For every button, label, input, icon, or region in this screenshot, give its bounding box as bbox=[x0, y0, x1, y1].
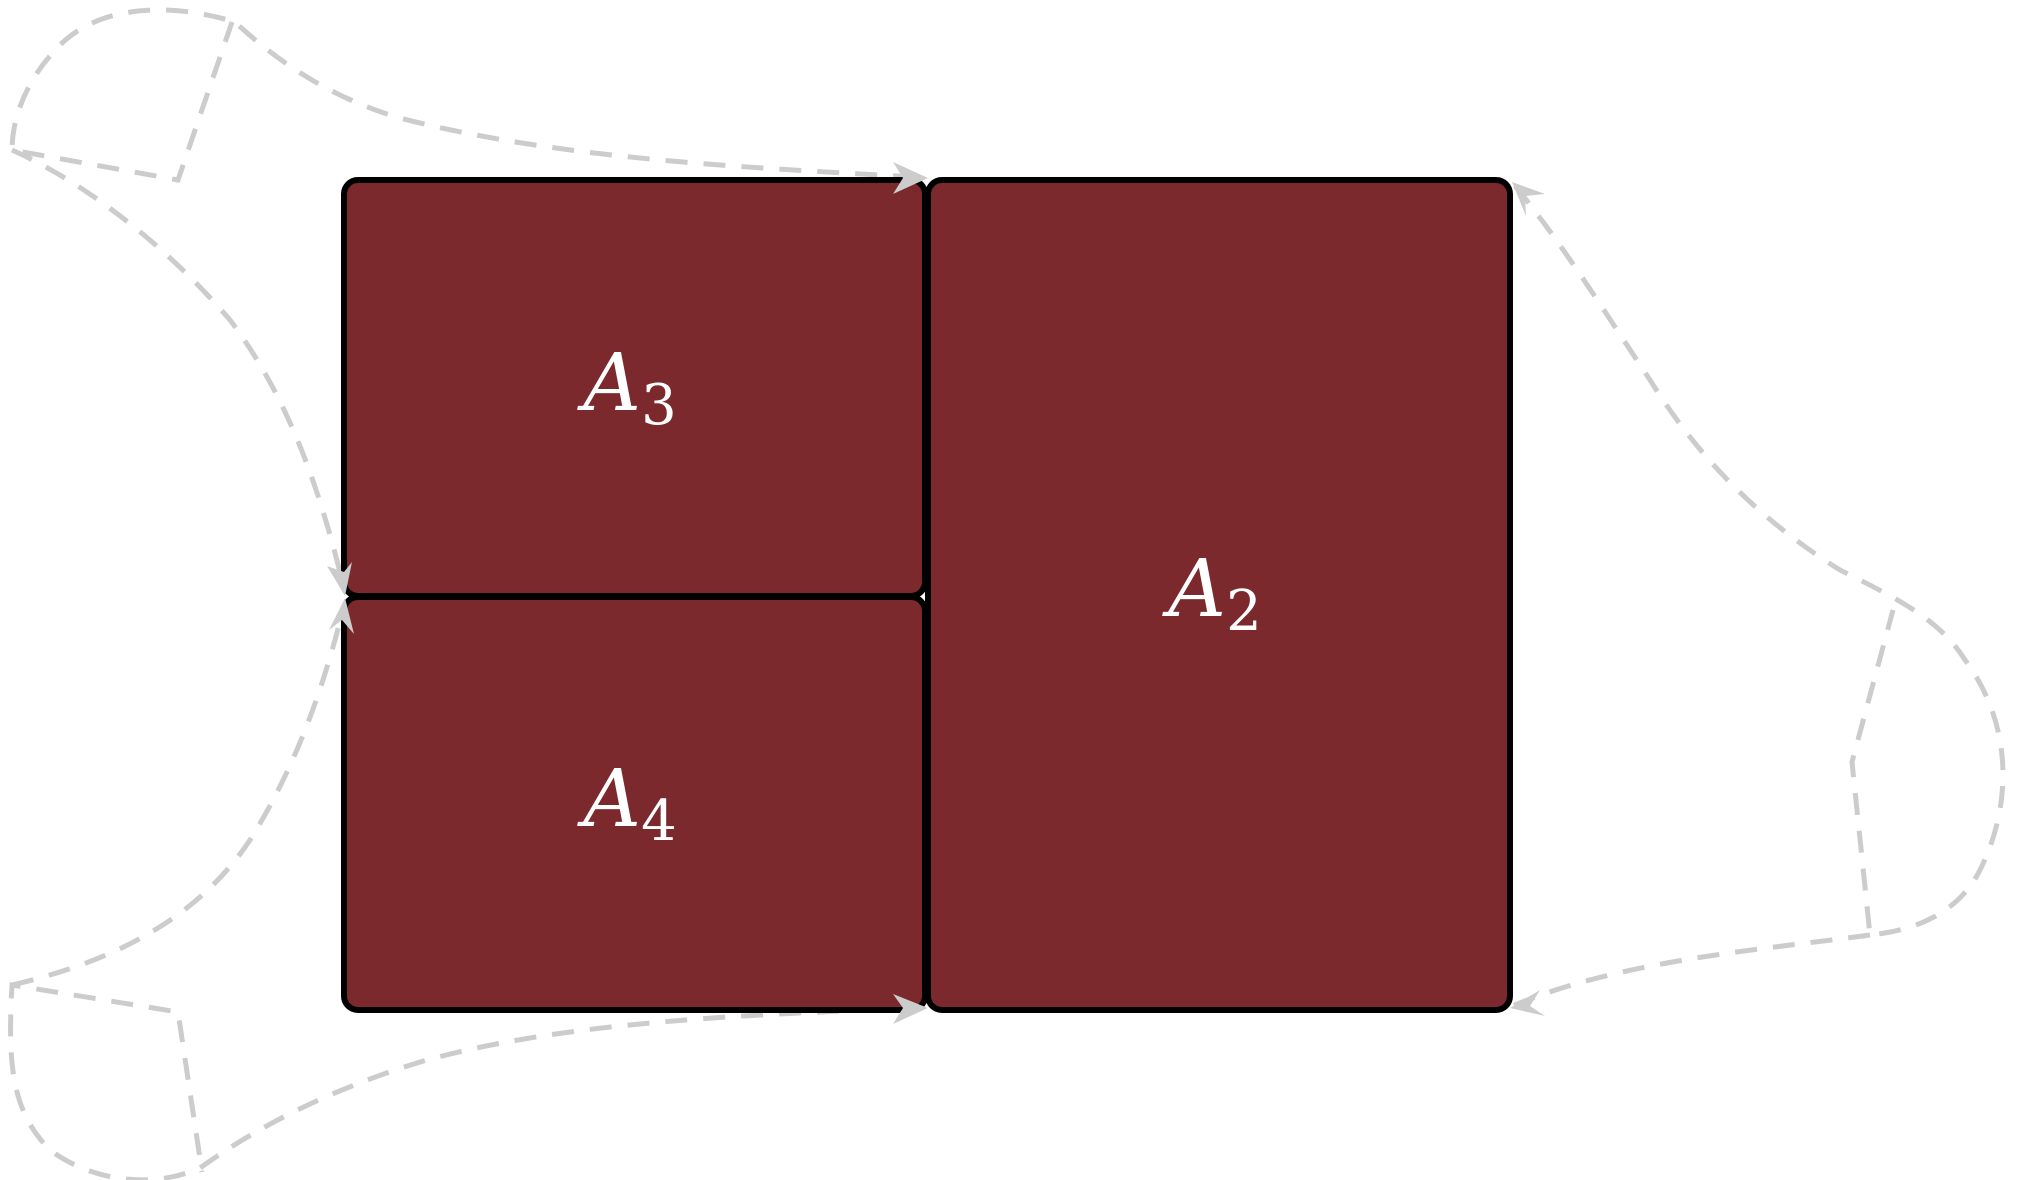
loop-right bbox=[1509, 184, 2006, 1010]
loop-left-upper bbox=[9, 7, 916, 593]
label-a3: A3 bbox=[576, 336, 676, 438]
loop-left-lower bbox=[8, 609, 916, 1180]
panel-a2 bbox=[925, 177, 1513, 1013]
dashed-loops bbox=[8, 7, 2006, 1180]
arrow-down-icon bbox=[327, 562, 352, 596]
arrow-right-icon bbox=[893, 162, 928, 194]
panels bbox=[341, 177, 1513, 1013]
label-a4: A4 bbox=[576, 752, 676, 854]
arrow-left-icon bbox=[1510, 990, 1545, 1016]
label-a3-sub: 3 bbox=[641, 373, 677, 438]
arrow-left-icon bbox=[1512, 182, 1545, 216]
label-a2: A2 bbox=[1161, 542, 1261, 644]
label-a4-main: A bbox=[576, 752, 641, 845]
label-a4-sub: 4 bbox=[641, 789, 677, 854]
label-a2-main: A bbox=[1161, 542, 1226, 635]
panel-labels: A3 A4 A2 bbox=[576, 336, 1261, 854]
arrowheads bbox=[327, 162, 1545, 1024]
label-a2-sub: 2 bbox=[1226, 579, 1262, 644]
label-a3-main: A bbox=[576, 336, 641, 429]
arrow-up-icon bbox=[329, 598, 354, 634]
arrow-right-icon bbox=[893, 994, 928, 1024]
